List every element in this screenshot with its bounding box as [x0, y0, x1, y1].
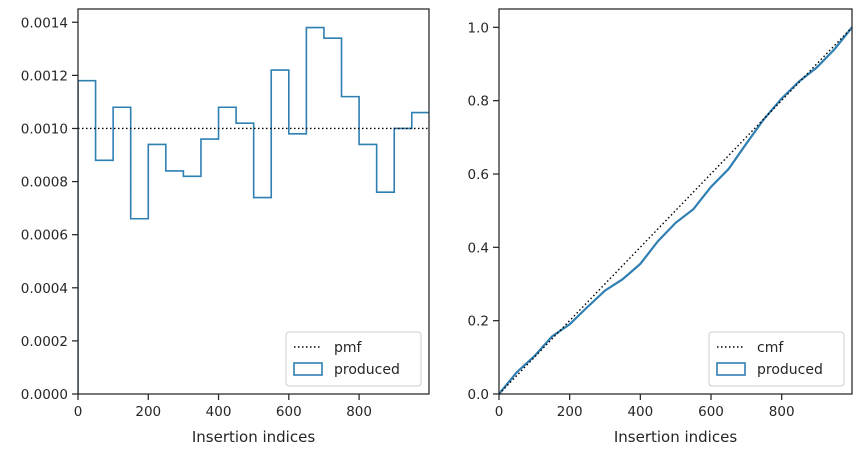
x-tick-label: 600: [276, 404, 302, 420]
x-tick-label: 200: [135, 404, 161, 420]
x-tick-label: 400: [627, 404, 653, 420]
legend-produced-label: produced: [757, 362, 823, 378]
legend-box: [285, 331, 422, 387]
y-tick-label: 0.2: [468, 314, 489, 330]
legend-box: [708, 331, 845, 387]
y-tick-label: 0.6: [468, 167, 489, 183]
y-tick-label: 0.0: [468, 387, 489, 403]
y-tick-label: 0.0012: [21, 68, 68, 84]
x-tick-label: 200: [557, 404, 583, 420]
series-produced-line: [78, 26, 429, 394]
y-tick-label: 0.0014: [21, 15, 68, 31]
y-tick-label: 0.4: [468, 240, 489, 256]
x-tick-label: 400: [206, 404, 232, 420]
cmf-panel: 0 200 400 600 800 0.0 0.2 0.4 0.6 0.8 1.0 Insertion…: [468, 8, 853, 446]
y-tick-label: 0.0002: [21, 334, 68, 350]
plot-area: [78, 26, 429, 394]
series-cmf-line: [499, 26, 852, 394]
y-tick-label: 0.0010: [21, 121, 68, 137]
legend: cmf produced: [708, 331, 845, 387]
legend-produced-label: produced: [334, 362, 400, 378]
x-tick-label: 800: [346, 404, 372, 420]
plot-area: [499, 26, 852, 394]
legend: pmf produced: [285, 331, 422, 387]
legend-cmf-label: cmf: [757, 340, 784, 356]
x-tick-label: 800: [769, 404, 795, 420]
y-tick-label: 0.0000: [21, 387, 68, 403]
x-tick-label: 600: [698, 404, 724, 420]
legend-produced-swatch: [293, 362, 323, 376]
y-tick-label: 1.0: [468, 20, 489, 36]
x-axis-label: Insertion indices: [614, 428, 737, 446]
y-tick-label: 0.0008: [21, 175, 68, 191]
pmf-panel: 0 200 400 600 800 0.0000 0.0002 0.0004 0.0006 0.0…: [21, 8, 430, 446]
legend-pmf-label: pmf: [334, 340, 363, 356]
axes-frame: [77, 8, 430, 395]
y-tick-label: 0.8: [468, 94, 489, 110]
axes-frame: [498, 8, 853, 395]
x-tick-label: 0: [74, 404, 83, 420]
y-tick-label: 0.0006: [21, 228, 68, 244]
x-tick-label: 0: [495, 404, 504, 420]
y-tick-label: 0.0004: [21, 281, 68, 297]
legend-produced-swatch: [716, 362, 746, 376]
x-axis-label: Insertion indices: [192, 428, 315, 446]
